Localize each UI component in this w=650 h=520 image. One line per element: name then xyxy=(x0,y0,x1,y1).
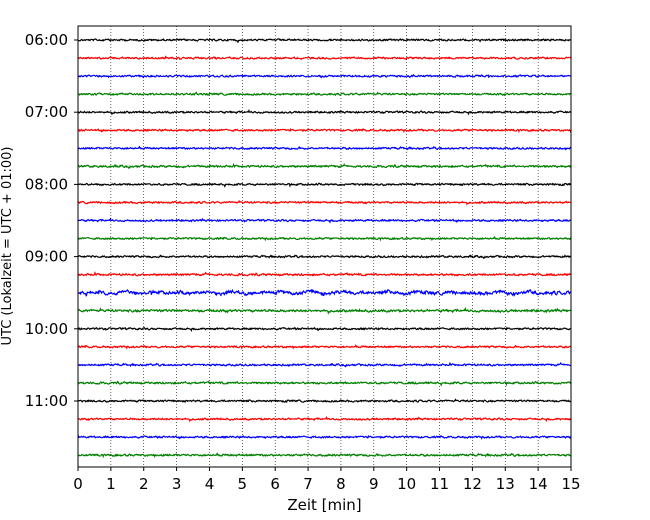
trace-line xyxy=(77,415,572,423)
y-tick-label: 06:00 xyxy=(25,31,68,49)
trace-line xyxy=(77,145,572,151)
y-tick-label: 09:00 xyxy=(25,248,68,266)
trace-line xyxy=(77,55,572,61)
x-tick-label: 15 xyxy=(561,475,580,493)
trace-line xyxy=(77,452,572,459)
x-tick-label: 4 xyxy=(205,475,215,493)
y-tick-label: 11:00 xyxy=(25,392,68,410)
x-tick-label: 8 xyxy=(336,475,346,493)
trace-line xyxy=(77,199,572,206)
x-tick-label: 3 xyxy=(172,475,182,493)
y-axis-label: UTC (Lokalzeit = UTC + 01:00) xyxy=(0,147,15,346)
trace-line xyxy=(77,326,572,333)
trace-line xyxy=(77,217,572,224)
trace-line xyxy=(77,306,572,315)
y-tick-label: 10:00 xyxy=(25,320,68,338)
trace-line xyxy=(77,127,572,134)
trace-line xyxy=(77,398,572,404)
x-axis-ticks: 0 1 2 3 4 5 6 7 8 9 10 11 12 13 14 15 xyxy=(73,467,581,493)
trace-line xyxy=(77,344,572,350)
trace-line xyxy=(77,288,572,297)
trace-line xyxy=(77,271,572,277)
x-axis-label: Zeit [min] xyxy=(287,496,361,514)
x-tick-label: 9 xyxy=(369,475,379,493)
trace-line xyxy=(77,91,572,97)
x-tick-label: 11 xyxy=(430,475,449,493)
x-tick-label: 12 xyxy=(463,475,482,493)
trace-line xyxy=(77,235,572,242)
trace-line xyxy=(77,38,572,44)
x-tick-label: 6 xyxy=(270,475,280,493)
trace-line xyxy=(77,361,572,368)
x-tick-label: 1 xyxy=(106,475,116,493)
x-tick-label: 0 xyxy=(73,475,83,493)
x-tick-label: 13 xyxy=(496,475,515,493)
trace-line xyxy=(77,254,572,260)
y-tick-label: 07:00 xyxy=(25,103,68,121)
x-tick-label: 10 xyxy=(397,475,416,493)
y-axis-ticks: 06:00 07:00 08:00 09:00 10:00 11:00 xyxy=(25,31,78,410)
trace-line xyxy=(77,109,572,116)
plot-frame xyxy=(77,25,572,468)
trace-line xyxy=(77,182,572,188)
y-tick-label: 08:00 xyxy=(25,175,68,193)
x-tick-label: 5 xyxy=(238,475,248,493)
x-tick-label: 7 xyxy=(303,475,313,493)
trace-group xyxy=(77,38,572,459)
x-tick-label: 14 xyxy=(529,475,548,493)
trace-line xyxy=(77,73,572,79)
trace-line xyxy=(77,434,572,440)
trace-line xyxy=(77,380,572,387)
trace-line xyxy=(77,162,572,170)
x-tick-label: 2 xyxy=(139,475,149,493)
